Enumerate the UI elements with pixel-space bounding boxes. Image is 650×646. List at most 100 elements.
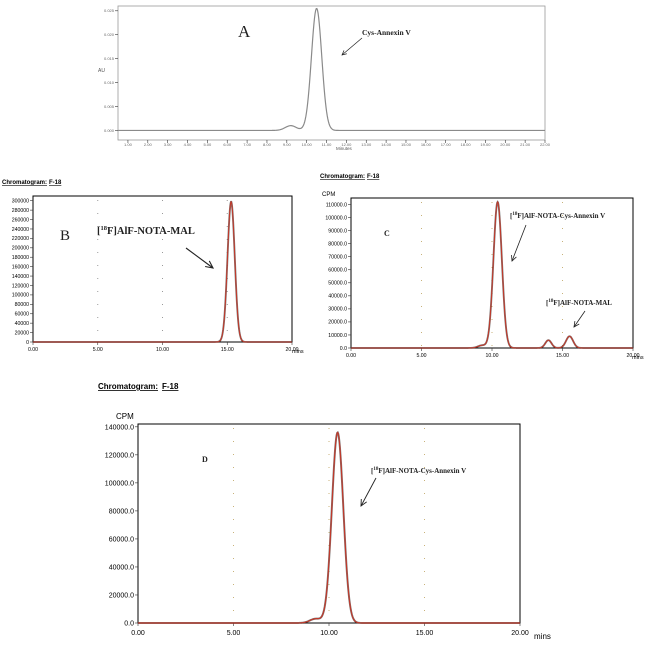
chart-d-y-tick-label-7: 140000.0 bbox=[105, 424, 134, 431]
chart-c-series-line bbox=[351, 200, 633, 349]
chart-a-x-tick-label-18: 19.00 bbox=[480, 142, 491, 147]
chart-b-arrow-head-0 bbox=[205, 260, 215, 269]
chart-d-annotation: [18F]AlF-NOTA-Cys-Annexin V bbox=[371, 467, 466, 475]
chart-c-series-shadow bbox=[351, 200, 633, 349]
chart-b-x-tick-label-4: 20.00 bbox=[286, 347, 299, 353]
chart-c-x-tick-label-0: 0.00 bbox=[346, 353, 356, 359]
chart-b-y-tick-label-9: 180000 bbox=[12, 255, 29, 261]
chart-c-x-tick-label-4: 20.00 bbox=[627, 353, 640, 359]
chart-d-series-line bbox=[138, 431, 520, 624]
chart-a-x-tick-label-10: 11.00 bbox=[322, 142, 332, 147]
chart-c-x-tick-label-2: 10.00 bbox=[486, 353, 499, 359]
chart-b-y-tick-label-12: 240000 bbox=[12, 227, 29, 233]
chart-a-arrow-0 bbox=[341, 37, 363, 56]
chart-a-y-tick-label-1: 0.005 bbox=[104, 104, 115, 109]
chart-a-x-tick-label-0: 1.00 bbox=[124, 142, 133, 147]
chart-d-x-tick-label-3: 15.00 bbox=[416, 630, 434, 637]
chart-b-x-tick-label-1: 5.00 bbox=[93, 347, 103, 353]
chart-b: Chromatogram: F-18 B [18F]AlF-NOTA-MAL m… bbox=[2, 180, 304, 355]
chart-d-x-tick-label-2: 10.00 bbox=[320, 630, 338, 637]
chart-c-arrow-head-0 bbox=[511, 254, 517, 262]
chart-b-y-tick-label-5: 100000 bbox=[12, 293, 29, 299]
chart-a-x-tick-label-2: 3.00 bbox=[164, 142, 173, 147]
chart-b-y-tick-label-15: 300000 bbox=[12, 199, 29, 205]
chart-b-x-tick-label-2: 10.00 bbox=[156, 347, 169, 353]
chart-c-panel-letter: C bbox=[384, 229, 390, 238]
chart-b-y-tick-label-4: 80000 bbox=[15, 302, 30, 308]
chart-a-series-line bbox=[118, 7, 545, 132]
chart-a-annotation: Cys-Annexin V bbox=[362, 28, 411, 37]
chart-b-plot-frame bbox=[32, 195, 293, 343]
chart-b-annotation: [18F]AlF-NOTA-MAL bbox=[97, 225, 195, 237]
chart-c-xunit: mins bbox=[632, 355, 644, 361]
chart-a-x-tick-label-7: 8.00 bbox=[263, 142, 272, 147]
chart-d-panel-letter: D bbox=[202, 455, 208, 464]
chart-c-y-tick-label-9: 90000.0 bbox=[328, 228, 347, 234]
chart-a-x-tick-label-1: 2.00 bbox=[144, 142, 153, 147]
chart-d-x-tick-label-0: 0.00 bbox=[131, 630, 145, 637]
chart-d-series-shadow bbox=[138, 430, 520, 624]
chart-b-y-tick-label-0: 0 bbox=[26, 340, 29, 346]
chart-b-xunit: mins bbox=[292, 349, 304, 355]
chart-c-y-tick-label-11: 110000.0 bbox=[326, 202, 347, 208]
chart-a-y-tick-label-2: 0.010 bbox=[104, 80, 115, 85]
chart-c-header-value: F-18 bbox=[367, 174, 380, 180]
chart-a-x-tick-label-17: 18.00 bbox=[461, 142, 472, 147]
chart-c: Chromatogram: F-18 CPM C [18F]AlF-NOTA-C… bbox=[320, 174, 644, 361]
chart-b-y-tick-label-1: 20000 bbox=[15, 330, 30, 336]
chart-c-arrow-1 bbox=[573, 310, 586, 328]
chart-b-series-line bbox=[33, 201, 292, 343]
chart-a-panel-letter: A bbox=[238, 22, 251, 41]
chart-b-y-tick-label-2: 40000 bbox=[15, 321, 30, 327]
chart-d-y-tick-label-3: 60000.0 bbox=[109, 536, 134, 543]
chart-b-y-tick-label-6: 120000 bbox=[12, 283, 29, 289]
chart-d-y-tick-label-4: 80000.0 bbox=[109, 508, 134, 515]
chart-a-x-tick-label-20: 21.00 bbox=[520, 142, 531, 147]
chart-a-ylabel: AU bbox=[98, 68, 105, 74]
chart-b-header-value: F-18 bbox=[49, 180, 62, 186]
chart-d-y-tick-label-0: 0.0 bbox=[124, 620, 134, 627]
chart-b-series-shadow bbox=[33, 200, 292, 343]
chart-c-y-tick-label-2: 20000.0 bbox=[328, 320, 347, 326]
chart-a: AU A Cys-Annexin V Minutes 1.00 2.00 3.00 4… bbox=[98, 5, 551, 151]
chart-b-x-tick-label-3: 15.00 bbox=[221, 347, 234, 353]
chart-a-x-tick-label-6: 7.00 bbox=[243, 142, 252, 147]
chart-c-arrow-0 bbox=[511, 224, 527, 262]
chart-c-y-tick-label-6: 60000.0 bbox=[328, 268, 347, 274]
chart-a-x-tick-label-13: 14.00 bbox=[381, 142, 392, 147]
chart-d-y-tick-label-1: 20000.0 bbox=[109, 592, 134, 599]
chart-b-y-tick-label-10: 200000 bbox=[12, 246, 29, 252]
chart-d-y-tick-label-2: 40000.0 bbox=[109, 564, 134, 571]
chart-c-y-tick-label-5: 50000.0 bbox=[328, 281, 347, 287]
chart-d-header-label: Chromatogram: bbox=[98, 382, 158, 391]
chart-d-y-tick-label-5: 100000.0 bbox=[105, 480, 134, 487]
chart-c-y-tick-label-4: 40000.0 bbox=[328, 294, 347, 300]
chart-b-header-label: Chromatogram: bbox=[2, 180, 47, 186]
chart-d: Chromatogram: F-18 CPM D [18F]AlF-NOTA-C… bbox=[98, 382, 551, 641]
chart-b-y-tick-label-13: 260000 bbox=[12, 217, 29, 223]
chart-a-x-tick-label-16: 17.00 bbox=[441, 142, 452, 147]
chart-a-y-tick-label-5: 0.025 bbox=[104, 8, 115, 13]
chart-c-x-tick-label-3: 15.00 bbox=[556, 353, 569, 359]
chart-a-y-tick-label-4: 0.020 bbox=[104, 32, 115, 37]
chart-d-header-value: F-18 bbox=[162, 382, 179, 391]
chart-b-y-tick-label-8: 160000 bbox=[12, 264, 29, 270]
chart-c-ylabel: CPM bbox=[322, 192, 335, 198]
chart-c-y-tick-label-0: 0.0 bbox=[340, 346, 347, 352]
chart-b-y-tick-label-7: 140000 bbox=[12, 274, 29, 280]
chart-b-y-tick-label-11: 220000 bbox=[12, 236, 29, 242]
chart-c-x-tick-label-1: 5.00 bbox=[416, 353, 426, 359]
chart-d-plot-frame bbox=[137, 423, 521, 624]
chart-d-y-tick-label-6: 120000.0 bbox=[105, 452, 134, 459]
chart-a-x-tick-label-19: 20.00 bbox=[500, 142, 511, 147]
chart-a-y-tick-label-0: 0.000 bbox=[104, 128, 115, 133]
chart-b-panel-letter: B bbox=[60, 228, 70, 244]
chart-c-annotation-2: [18F]AlF-NOTA-MAL bbox=[546, 299, 612, 307]
chart-a-x-tick-label-3: 4.00 bbox=[184, 142, 193, 147]
chart-a-xlabel: Minutes bbox=[336, 146, 353, 151]
chart-b-y-tick-label-14: 280000 bbox=[12, 208, 29, 214]
chart-b-x-tick-label-0: 0.00 bbox=[28, 347, 38, 353]
chart-a-x-tick-label-14: 15.00 bbox=[401, 142, 412, 147]
chart-c-y-tick-label-8: 80000.0 bbox=[328, 241, 347, 247]
chart-c-arrow-head-1 bbox=[573, 321, 580, 328]
